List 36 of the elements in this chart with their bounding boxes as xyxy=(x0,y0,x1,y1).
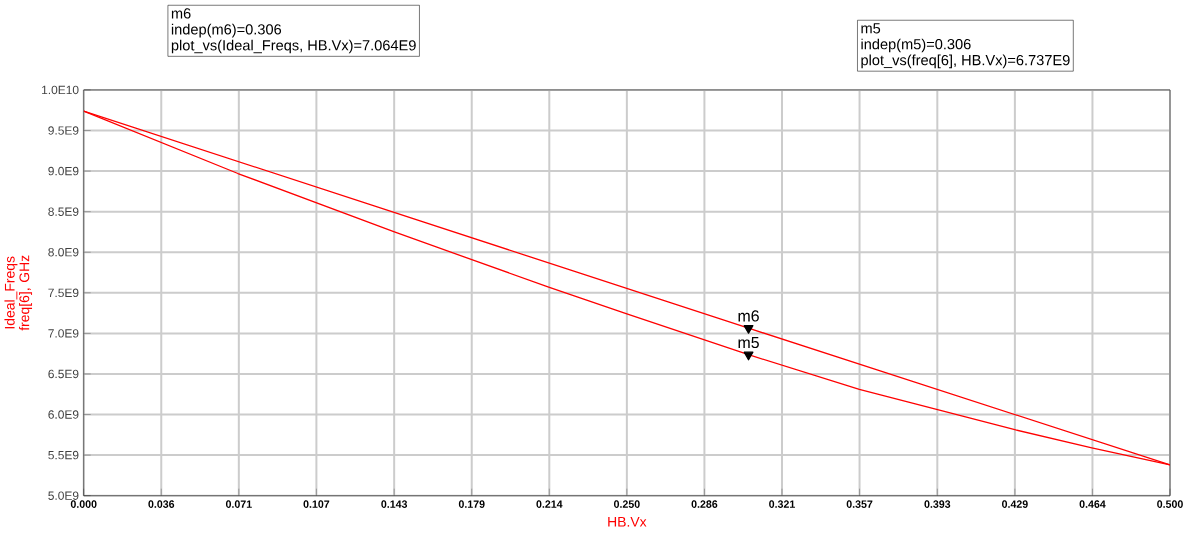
text: m5 xyxy=(861,23,881,34)
text: plot_vs(Ideal_Freqs, HB.Vx)=7.064E9 xyxy=(171,39,416,54)
x-tick-label: 0.000 xyxy=(70,500,97,509)
x-tick-label: 0.071 xyxy=(225,500,252,509)
x-tick-label: 0.500 xyxy=(1157,500,1183,509)
x-tick-label: 0.357 xyxy=(846,500,873,509)
text: plot_vs(freq[6], HB.Vx)=6.737E9 xyxy=(861,54,1070,69)
y-tick-label: 6.0E9 xyxy=(48,410,79,419)
x-tick-label: 0.464 xyxy=(1079,500,1106,509)
y-tick-label: 7.5E9 xyxy=(48,288,79,298)
y-tick-label: 9.5E9 xyxy=(48,126,79,135)
x-tick-label: 0.429 xyxy=(1002,500,1028,509)
text: indep(m6)=0.306 xyxy=(171,23,282,38)
x-tick-label: 0.321 xyxy=(769,500,795,509)
y-tick-label: 8.0E9 xyxy=(48,248,79,257)
y-tick-label: 5.0E9 xyxy=(48,491,79,501)
x-tick-label: 0.179 xyxy=(458,500,485,509)
y-tick-label: 8.5E9 xyxy=(48,207,79,217)
x-tick-label: 0.286 xyxy=(691,500,718,509)
y-tick-label: 5.5E9 xyxy=(48,451,79,460)
text: m6 xyxy=(171,8,191,19)
x-tick-label: 0.143 xyxy=(381,500,408,509)
y-tick-label: 1.0E10 xyxy=(42,85,79,95)
annotation: m5 xyxy=(738,337,759,349)
y-tick-label: 6.5E9 xyxy=(48,369,79,379)
x-tick-label: 0.107 xyxy=(303,500,330,509)
y-axis-title: Ideal_Freqs freq[6], GHz xyxy=(4,255,33,331)
text: indep(m5)=0.306 xyxy=(861,38,971,53)
y-tick-label: 7.0E9 xyxy=(48,329,79,338)
annotation: m6 xyxy=(738,310,759,322)
x-axis-title: HB.Vx xyxy=(608,517,647,527)
x-tick-label: 0.214 xyxy=(536,500,563,509)
x-tick-label: 0.250 xyxy=(613,500,640,509)
x-tick-label: 0.393 xyxy=(924,500,951,509)
y-tick-label: 9.0E9 xyxy=(48,167,79,176)
x-tick-label: 0.036 xyxy=(148,500,175,509)
